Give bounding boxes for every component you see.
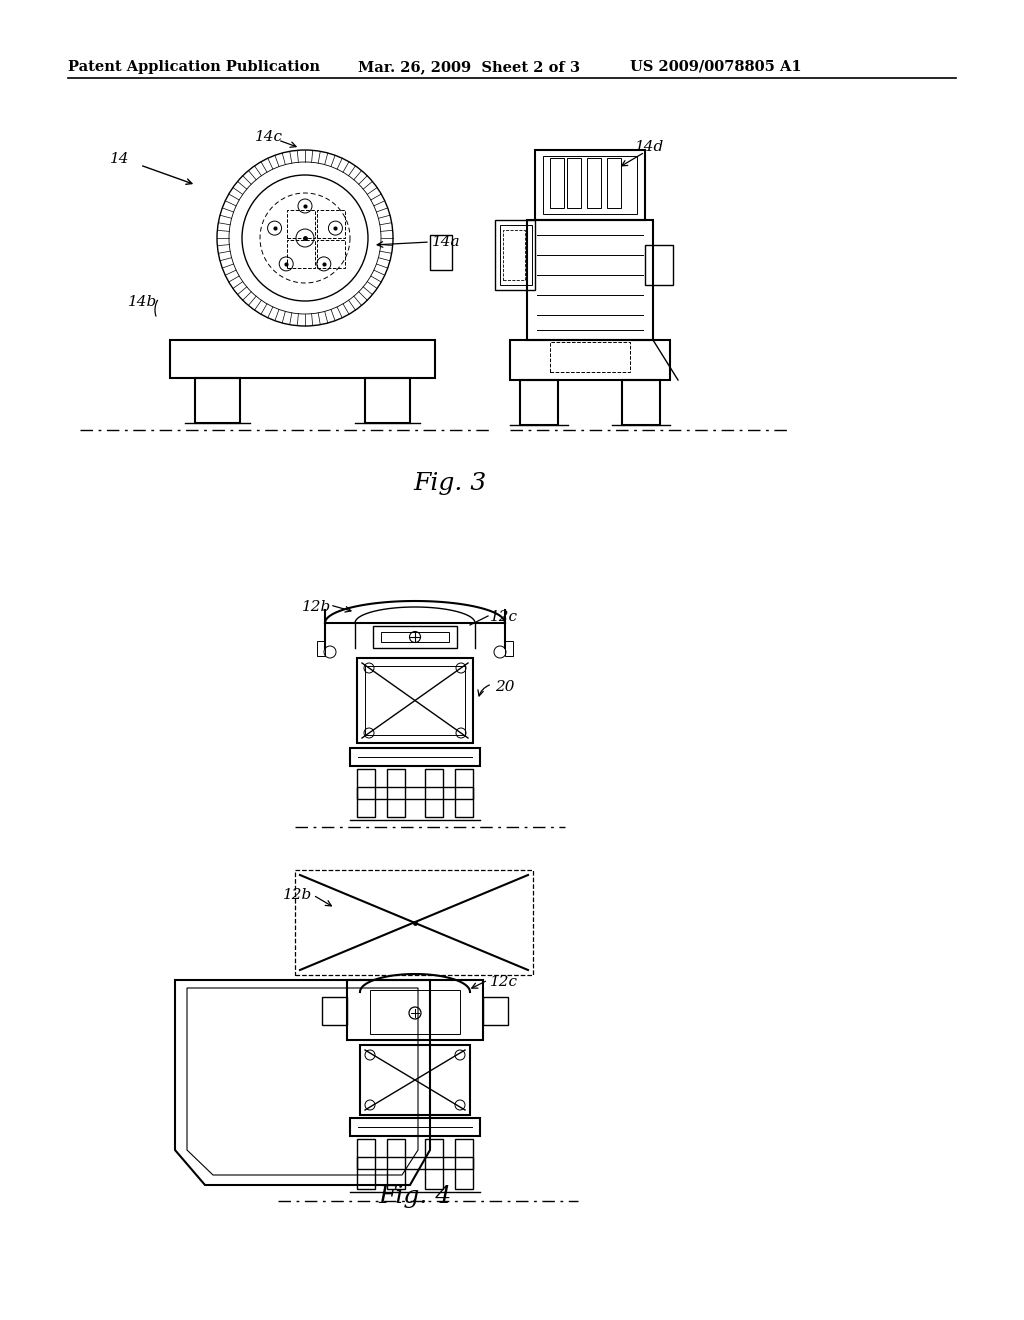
Bar [500,224,532,285]
Bar [360,1045,470,1115]
Bar [455,770,473,817]
Bar [543,156,637,214]
Bar [527,220,653,341]
Bar [295,870,534,975]
Text: 14a: 14a [432,235,461,249]
Bar [381,632,449,642]
Text: Patent Application Publication: Patent Application Publication [68,59,319,74]
Text: 12b: 12b [302,601,331,614]
Text: 12b: 12b [283,888,312,902]
Bar [587,158,601,209]
Bar [535,150,645,220]
Bar [510,341,670,380]
Bar [317,210,345,238]
Bar [645,246,673,285]
Bar [505,642,513,656]
Bar [357,657,473,743]
Bar [350,1118,480,1137]
Bar [322,997,347,1026]
Bar [357,770,375,817]
Text: 14c: 14c [255,129,283,144]
Bar [567,158,581,209]
Bar [550,342,630,372]
Bar [317,642,325,656]
Text: 12c: 12c [490,975,518,989]
Bar [287,240,315,268]
Bar [387,1139,406,1189]
Bar [357,1158,473,1170]
Bar [365,378,410,422]
Bar [350,748,480,766]
Bar [357,787,473,799]
Bar [370,990,460,1034]
Bar [357,1139,375,1189]
Text: Fig. 3: Fig. 3 [414,473,486,495]
Text: Fig. 4: Fig. 4 [379,1185,452,1208]
Bar [317,240,345,268]
Bar [520,380,558,425]
Bar [195,378,240,422]
Bar [170,341,435,378]
Bar [425,1139,443,1189]
Text: Mar. 26, 2009  Sheet 2 of 3: Mar. 26, 2009 Sheet 2 of 3 [358,59,580,74]
Bar [387,770,406,817]
Text: 14b: 14b [128,294,158,309]
Bar [455,1139,473,1189]
Text: 14d: 14d [635,140,665,154]
Text: 14: 14 [110,152,129,166]
Bar [425,770,443,817]
Text: US 2009/0078805 A1: US 2009/0078805 A1 [630,59,802,74]
Bar [503,230,525,280]
Bar [550,158,564,209]
Bar [430,235,452,271]
Bar [365,667,465,735]
Bar [347,979,483,1040]
Bar [287,210,315,238]
Bar [607,158,621,209]
Bar [373,626,457,648]
Bar [622,380,660,425]
Bar [495,220,535,290]
Text: 12c: 12c [490,610,518,624]
Bar [483,997,508,1026]
Text: 20: 20 [495,680,514,694]
